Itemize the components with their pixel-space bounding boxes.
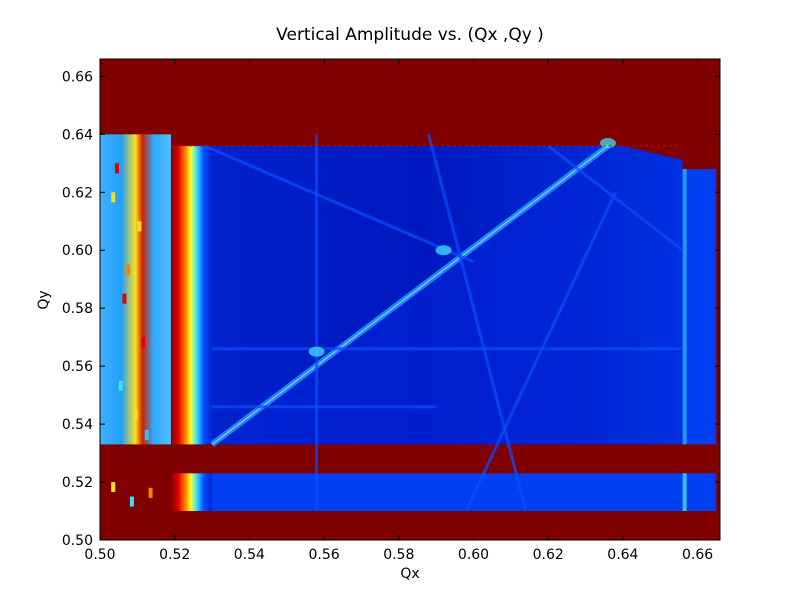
- y-tick-label: 0.62: [62, 185, 93, 201]
- resonance-line: [203, 144, 475, 264]
- heatmap-speckle: [129, 496, 134, 507]
- heatmap-speckle: [122, 293, 127, 304]
- y-axis-ticks: 0.50 0.52 0.54 0.56 0.58 0.60 0.62 0.64 0.66: [62, 69, 720, 549]
- resonance-line-diagonal-core: [211, 145, 609, 445]
- heatmap-region-lower-strip: [170, 473, 683, 512]
- y-tick-label: 0.66: [62, 69, 93, 85]
- x-tick-label: 0.60: [458, 547, 489, 563]
- plot-frame: [99, 58, 721, 541]
- plot-area: [100, 59, 720, 540]
- heatmap-speckle: [126, 264, 131, 275]
- y-tick-label: 0.50: [62, 533, 93, 549]
- heatmap-speckle: [148, 487, 153, 498]
- heatmap-region-left-lower-band: [100, 473, 171, 512]
- y-tick-label: 0.60: [62, 243, 93, 259]
- y-axis-label: Qy: [36, 290, 52, 309]
- x-tick-label: 0.52: [159, 547, 190, 563]
- heatmap-speckle: [111, 192, 116, 203]
- x-tick-label: 0.54: [234, 547, 265, 563]
- y-tick-label: 0.56: [62, 359, 93, 375]
- heatmap-corner-cut: [622, 145, 717, 170]
- x-tick-label: 0.58: [383, 547, 414, 563]
- y-tick-label: 0.64: [62, 127, 93, 143]
- resonance-lines: [170, 133, 684, 512]
- y-tick-label: 0.54: [62, 417, 93, 433]
- x-tick-label: 0.50: [84, 547, 115, 563]
- heatmap-speckle: [144, 429, 149, 440]
- heatmap-right-boundary-accent: [682, 169, 687, 445]
- resonance-line: [547, 144, 684, 252]
- heatmap-region-right-edge: [682, 169, 717, 445]
- heatmap-region-core-edge: [170, 145, 213, 445]
- heatmap-region-left-band: [100, 134, 171, 445]
- y-tick-label: 0.58: [62, 301, 93, 317]
- x-tick-label: 0.66: [682, 547, 713, 563]
- x-tick-label: 0.62: [533, 547, 564, 563]
- heatmap-right-boundary-accent: [682, 473, 687, 512]
- heatmap-speckle: [141, 337, 146, 348]
- resonance-crossing-glow: [308, 346, 325, 357]
- chart-title: Vertical Amplitude vs. (Qx ,Qy ): [276, 25, 544, 45]
- x-axis-label: Qx: [400, 566, 419, 582]
- heatmap-speckle: [133, 409, 138, 420]
- heatmap-speckle: [118, 380, 123, 391]
- resonance-line: [427, 133, 528, 512]
- heatmap-speckle: [137, 221, 142, 232]
- heatmap-speckle: [114, 163, 119, 174]
- heatmap-region-right-lower-edge: [682, 473, 717, 512]
- x-tick-label: 0.64: [607, 547, 638, 563]
- x-tick-label: 0.56: [309, 547, 340, 563]
- resonance-line: [464, 191, 617, 512]
- resonance-crossing-glow: [435, 245, 452, 256]
- heatmap-region-lower-edge: [170, 473, 213, 512]
- resonance-crossing-glow: [599, 138, 616, 149]
- y-tick-label: 0.52: [62, 475, 93, 491]
- heatmap-speckle: [111, 482, 116, 493]
- x-axis-ticks: 0.50 0.52 0.54 0.56 0.58 0.60 0.62 0.64 0.66: [84, 59, 713, 563]
